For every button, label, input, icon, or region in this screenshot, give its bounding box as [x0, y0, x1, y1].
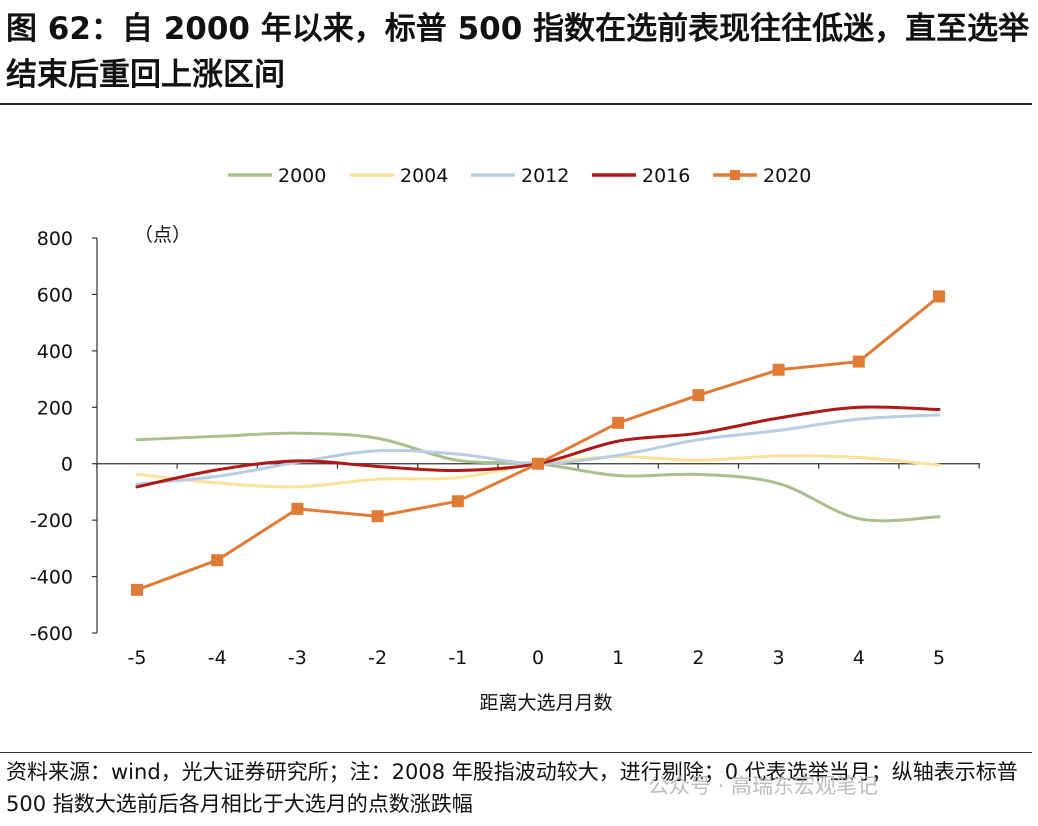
series-line-2000 — [135, 431, 941, 523]
data-point-2020 — [532, 457, 544, 470]
x-tick-label: -2 — [368, 647, 387, 669]
y-tick-label: 800 — [37, 228, 73, 250]
chart-axes: 800 600 400 200 0 -200 -400 -600 -5 -4 -3 -2 -1 0 1 2 3 4… — [30, 228, 980, 669]
chart-series-lines — [135, 294, 941, 592]
legend-label-2020: 2020 — [763, 165, 811, 187]
x-tick-label: 5 — [933, 647, 945, 669]
y-axis-unit-label: （点） — [134, 224, 191, 246]
x-tick-label: 2 — [692, 647, 704, 669]
x-tick-label: 1 — [612, 647, 624, 669]
x-tick-label: 4 — [853, 647, 865, 669]
y-tick-label: -400 — [30, 567, 73, 589]
series-line-2012 — [135, 413, 941, 486]
x-tick-label: -5 — [128, 647, 147, 669]
data-point-2020 — [933, 290, 945, 303]
page-title: 图 62：自 2000 年以来，标普 500 指数在选前表现往往低迷，直至选举结… — [6, 11, 1030, 93]
y-tick-label: 600 — [37, 284, 73, 306]
data-point-2020 — [371, 510, 384, 523]
title-divider — [0, 103, 1032, 105]
data-point-2020 — [612, 416, 625, 429]
source-note: 资料来源：wind，光大证券研究所；注：2008 年股指波动较大，进行剔除；0 … — [6, 760, 1018, 816]
series-line-2020 — [135, 294, 941, 592]
legend-label-2012: 2012 — [521, 165, 569, 187]
x-tick-label: -4 — [208, 647, 227, 669]
data-point-2020 — [131, 583, 143, 596]
y-tick-label: 200 — [37, 397, 73, 419]
chart-legend: 2000 2004 2012 2016 2020 — [228, 165, 811, 187]
legend-label-2000: 2000 — [278, 165, 326, 187]
chart-series-markers — [131, 290, 945, 596]
data-point-2020 — [692, 389, 705, 402]
data-point-2020 — [451, 495, 464, 508]
legend-label-2004: 2004 — [400, 165, 448, 187]
x-axis-title: 距离大选月月数 — [479, 692, 612, 714]
data-point-2020 — [772, 363, 785, 376]
x-tick-label: -3 — [288, 647, 307, 669]
data-point-2020 — [852, 355, 865, 368]
x-tick-label: 3 — [773, 647, 785, 669]
footer-divider — [0, 752, 1032, 753]
legend-label-2016: 2016 — [642, 165, 690, 187]
x-tick-label: 0 — [532, 647, 544, 669]
watermark: 公众号 · 高瑞东宏观笔记 — [648, 774, 879, 798]
data-point-2020 — [291, 502, 304, 515]
y-tick-label: -600 — [30, 623, 73, 645]
data-point-2020 — [211, 554, 224, 567]
y-tick-label: -200 — [30, 510, 73, 532]
x-tick-label: -1 — [448, 647, 467, 669]
y-tick-label: 0 — [61, 454, 73, 476]
y-tick-label: 400 — [37, 341, 73, 363]
series-line-2016 — [135, 405, 941, 489]
legend-marker-2020 — [730, 170, 740, 180]
